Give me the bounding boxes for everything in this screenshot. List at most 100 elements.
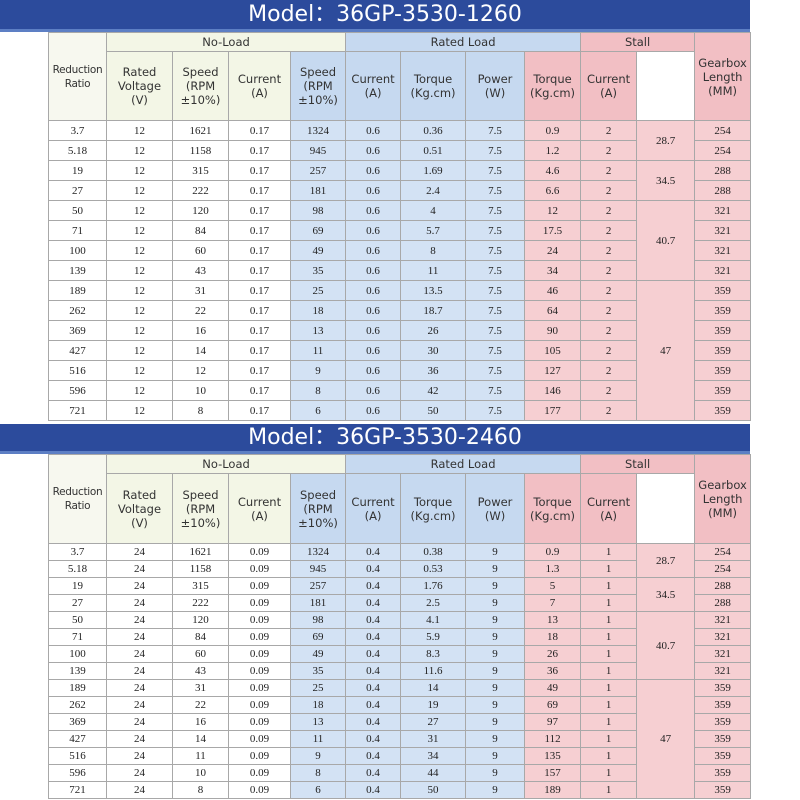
- data-cell: 9: [465, 696, 526, 714]
- data-cell: 369: [48, 320, 107, 341]
- data-cell: 24: [106, 764, 173, 782]
- data-cell: 47: [636, 280, 696, 421]
- header-cell: Current (A): [580, 473, 638, 544]
- data-cell: 321: [694, 645, 752, 663]
- data-row: 100 24 60 0.09 49 0.4 8.3 9 26 1 321: [48, 645, 752, 663]
- data-cell: 11: [172, 747, 229, 765]
- data-cell: 0.4: [345, 713, 402, 731]
- data-cell: 28.7: [636, 543, 696, 578]
- data-cell: 7.5: [465, 300, 526, 321]
- data-cell: 254: [694, 560, 752, 578]
- data-cell: 0.36: [400, 120, 467, 141]
- data-cell: 7.5: [465, 280, 526, 301]
- data-cell: 35: [289, 662, 347, 680]
- data-cell: 18: [524, 628, 582, 646]
- data-cell: 9: [465, 577, 526, 595]
- data-cell: 2: [580, 180, 638, 201]
- header-cell: Current (A): [345, 473, 402, 544]
- data-cell: 60: [172, 645, 229, 663]
- data-cell: 0.4: [345, 662, 402, 680]
- data-cell: 9: [465, 730, 526, 748]
- data-cell: 7: [524, 594, 582, 612]
- data-cell: 12: [106, 160, 173, 181]
- data-cell: 100: [48, 240, 107, 261]
- data-cell: 359: [694, 781, 752, 799]
- data-cell: 49: [289, 645, 347, 663]
- data-cell: 721: [48, 781, 107, 799]
- data-row: 50 12 120 0.17 98 0.6 4 7.5 12 2 40.7 321: [48, 200, 752, 281]
- data-cell: 315: [172, 577, 229, 595]
- header-cell: Power (W): [465, 473, 526, 544]
- data-cell: 4.1: [400, 611, 467, 629]
- spec-block: Model：36GP-3530-1260 Reduction Ratio No-Lo…: [0, 0, 752, 421]
- data-cell: 321: [694, 240, 752, 261]
- data-cell: 359: [694, 696, 752, 714]
- data-cell: 2: [580, 200, 638, 221]
- data-cell: 9: [465, 645, 526, 663]
- data-cell: 27: [48, 594, 107, 612]
- data-cell: 0.6: [345, 360, 402, 381]
- data-cell: 0.09: [228, 560, 291, 578]
- data-cell: 24: [106, 560, 173, 578]
- data-cell: 2.4: [400, 180, 467, 201]
- data-cell: 69: [524, 696, 582, 714]
- data-cell: 7.5: [465, 220, 526, 241]
- data-cell: 0.09: [228, 713, 291, 731]
- data-cell: 0.4: [345, 781, 402, 799]
- header-cell: Torque (Kg.cm): [524, 473, 582, 544]
- data-cell: 359: [694, 360, 752, 381]
- data-cell: 516: [48, 360, 107, 381]
- group-header: Stall: [580, 32, 696, 52]
- data-cell: 1: [580, 781, 638, 799]
- data-cell: 0.6: [345, 160, 402, 181]
- data-cell: 9: [465, 713, 526, 731]
- data-cell: 1: [580, 611, 638, 629]
- data-cell: 359: [694, 730, 752, 748]
- data-cell: 0.17: [228, 260, 291, 281]
- data-cell: 24: [106, 713, 173, 731]
- data-cell: 0.6: [345, 220, 402, 241]
- group-header: No-Load: [105, 32, 347, 52]
- data-cell: 7.5: [465, 200, 526, 221]
- data-cell: 12: [106, 120, 173, 141]
- data-cell: 9: [465, 747, 526, 765]
- data-cell: 98: [289, 611, 347, 629]
- data-row: 3.7 12 1621 0.17 1324 0.6 0.36 7.5 0.9 2 28.7 254: [48, 120, 752, 161]
- data-cell: 321: [694, 260, 752, 281]
- data-cell: 24: [106, 662, 173, 680]
- data-cell: 12: [106, 200, 173, 221]
- data-cell: 97: [524, 713, 582, 731]
- header-cell: Rated Voltage (V): [106, 473, 173, 544]
- data-cell: 2: [580, 340, 638, 361]
- data-cell: 8: [289, 764, 347, 782]
- data-cell: 12: [106, 180, 173, 201]
- data-cell: 42: [400, 380, 467, 401]
- data-row: 427 12 14 0.17 11 0.6 30 7.5 105 2 359: [48, 340, 752, 361]
- data-cell: 11.6: [400, 662, 467, 680]
- data-row: 139 12 43 0.17 35 0.6 11 7.5 34 2 321: [48, 260, 752, 281]
- data-cell: 24: [106, 543, 173, 561]
- data-cell: 12: [524, 200, 582, 221]
- data-cell: 0.9: [524, 120, 582, 141]
- data-cell: 40.7: [636, 200, 696, 281]
- data-cell: 1: [580, 764, 638, 782]
- data-cell: 2: [580, 140, 638, 161]
- data-cell: 262: [48, 300, 107, 321]
- data-cell: 12: [106, 280, 173, 301]
- data-cell: 5: [524, 577, 582, 595]
- data-cell: 3.7: [48, 120, 107, 141]
- data-cell: 12: [106, 380, 173, 401]
- data-cell: 27: [400, 713, 467, 731]
- data-cell: 0.6: [345, 280, 402, 301]
- data-cell: 0.09: [228, 645, 291, 663]
- data-cell: 288: [694, 577, 752, 595]
- data-cell: 0.09: [228, 764, 291, 782]
- data-cell: 146: [524, 380, 582, 401]
- data-cell: 50: [400, 400, 467, 421]
- data-cell: 315: [172, 160, 229, 181]
- data-cell: 359: [694, 747, 752, 765]
- data-cell: 3.7: [48, 543, 107, 561]
- data-cell: 7.5: [465, 120, 526, 141]
- data-cell: 254: [694, 120, 752, 141]
